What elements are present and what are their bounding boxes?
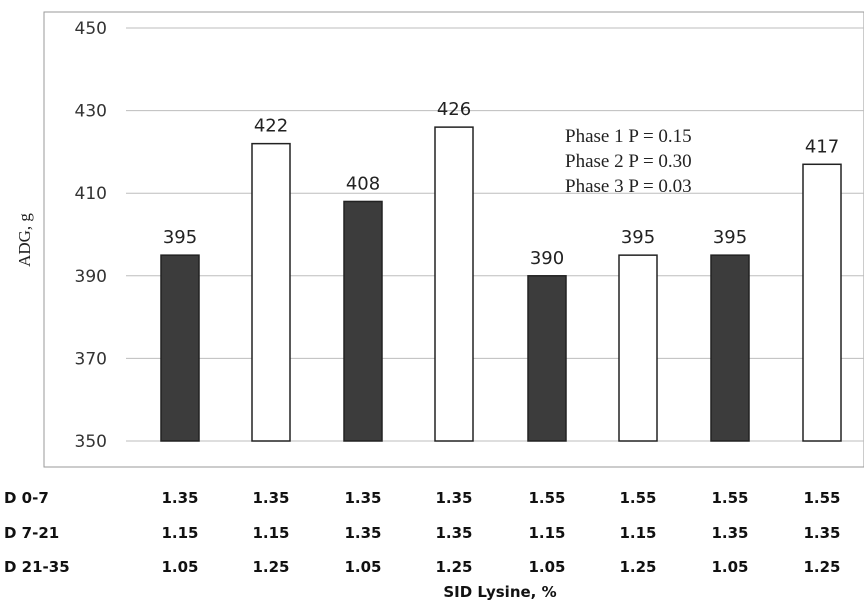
table-cell: 1.05 — [528, 558, 565, 576]
lysine-table: D 0-7 1.35 1.35 1.35 1.35 1.55 1.55 1.55 1.55 D 7… — [4, 489, 841, 576]
table-cell: 1.55 — [711, 489, 748, 507]
table-cell: 1.35 — [344, 524, 381, 542]
y-tick-labels: 350 370 390 410 430 450 — [75, 19, 107, 452]
table-cell: 1.25 — [619, 558, 656, 576]
table-cell: 1.15 — [252, 524, 289, 542]
bar — [160, 254, 200, 442]
row-label: D 0-7 — [4, 489, 49, 507]
data-label: 390 — [530, 248, 564, 269]
bar — [251, 142, 291, 442]
table-cell: 1.55 — [803, 489, 840, 507]
bar — [434, 126, 474, 442]
table-cell: 1.05 — [344, 558, 381, 576]
data-label: 395 — [621, 227, 655, 248]
y-tick-label: 450 — [75, 19, 107, 39]
bar — [527, 275, 567, 442]
data-labels: 395 422 408 426 390 395 395 417 — [163, 99, 839, 269]
bar — [710, 254, 750, 442]
table-cell: 1.25 — [435, 558, 472, 576]
table-cell: 1.35 — [161, 489, 198, 507]
gridlines — [126, 27, 864, 442]
annotations: Phase 1 P = 0.15 Phase 2 P = 0.30 Phase 3 … — [565, 126, 692, 197]
table-cell: 1.15 — [528, 524, 565, 542]
row-label: D 21-35 — [4, 558, 70, 576]
data-label: 395 — [163, 227, 197, 248]
row-label: D 7-21 — [4, 524, 59, 542]
y-tick-label: 370 — [75, 349, 107, 369]
table-cell: 1.05 — [161, 558, 198, 576]
bar — [802, 163, 842, 442]
table-cell: 1.15 — [619, 524, 656, 542]
data-label: 422 — [254, 116, 288, 137]
table-cell: 1.25 — [252, 558, 289, 576]
table-cell: 1.35 — [344, 489, 381, 507]
data-label: 417 — [805, 136, 839, 157]
data-label: 426 — [437, 99, 471, 120]
bar — [343, 200, 383, 442]
p-value-annotation: Phase 1 P = 0.15 — [565, 126, 692, 147]
y-tick-label: 350 — [75, 432, 107, 452]
table-cell: 1.55 — [619, 489, 656, 507]
plot-frame — [43, 11, 864, 468]
data-label: 408 — [346, 173, 380, 194]
p-value-annotation: Phase 2 P = 0.30 — [565, 151, 692, 172]
table-cell: 1.15 — [161, 524, 198, 542]
table-cell: 1.05 — [711, 558, 748, 576]
table-cell: 1.35 — [435, 524, 472, 542]
table-cell: 1.35 — [711, 524, 748, 542]
x-axis-label: SID Lysine, % — [443, 583, 556, 601]
p-value-annotation: Phase 3 P = 0.03 — [565, 176, 692, 197]
table-cell: 1.25 — [803, 558, 840, 576]
y-axis-label: ADG, g — [15, 213, 34, 267]
y-tick-label: 430 — [75, 102, 107, 122]
table-cell: 1.55 — [528, 489, 565, 507]
y-tick-label: 390 — [75, 267, 107, 287]
data-label: 395 — [713, 227, 747, 248]
bars — [160, 126, 842, 442]
y-tick-label: 410 — [75, 184, 107, 204]
table-cell: 1.35 — [803, 524, 840, 542]
table-cell: 1.35 — [252, 489, 289, 507]
bar — [618, 254, 658, 442]
table-cell: 1.35 — [435, 489, 472, 507]
